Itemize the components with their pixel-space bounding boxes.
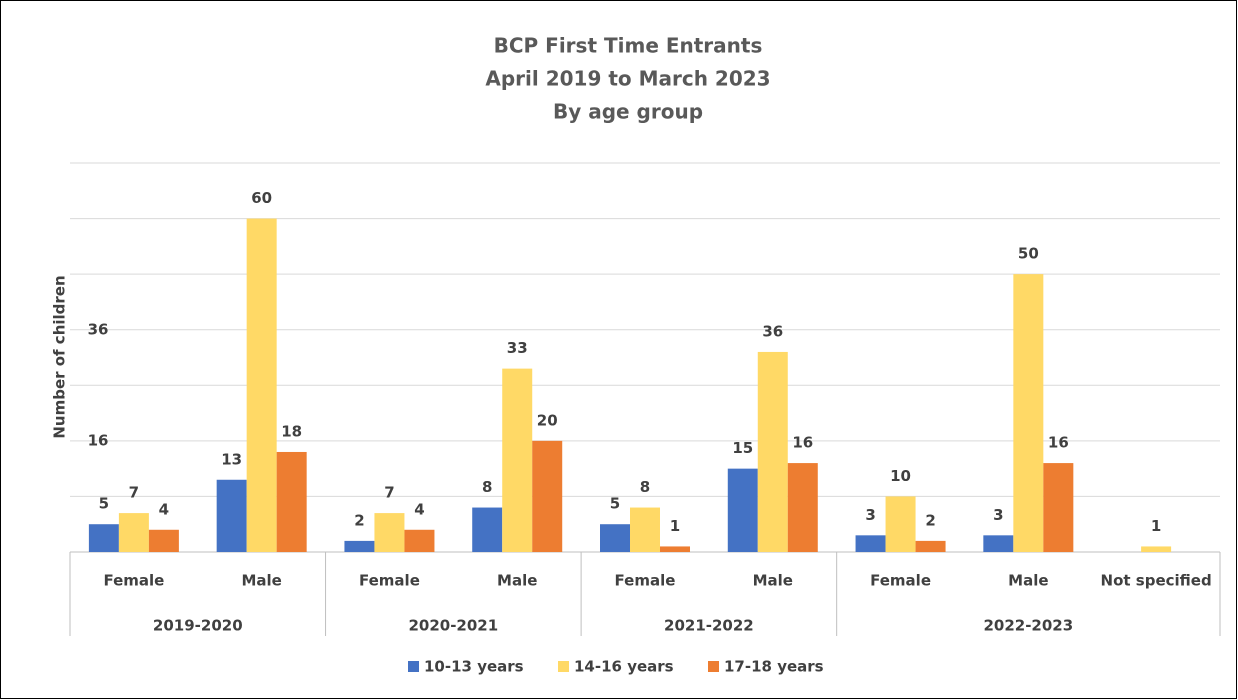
data-label: 8 [482,478,492,496]
bar [216,479,247,552]
data-label: 20 [537,411,558,429]
data-label: 8 [640,478,650,496]
x-tick-label: Female [359,572,420,590]
bar [118,513,149,552]
legend-swatch [708,661,719,672]
x-tick-label: Male [497,572,537,590]
data-label: 5 [99,495,109,513]
data-label: 4 [414,500,424,518]
data-label: 1 [670,517,680,535]
bar [600,524,630,552]
x-tick-label: Female [103,572,164,590]
annotation: 16 [88,432,109,450]
data-label: 10 [890,467,911,485]
data-label: 3 [865,506,875,524]
bar [727,468,758,552]
bar [983,535,1014,552]
legend-label: 14-16 years [574,658,674,676]
bar [630,507,660,552]
chart-title: By age group [553,100,703,124]
x-tick-label: Male [241,572,281,590]
x-tick-label: Male [753,572,793,590]
group-label: 2019-2020 [153,617,243,635]
bar [885,496,916,552]
group-label: 2022-2023 [983,617,1073,635]
bar [1013,274,1044,552]
data-label: 33 [507,339,528,357]
group-label: 2020-2021 [408,617,498,635]
x-tick-label: Not specified [1101,572,1212,590]
bar [344,540,375,552]
bar [660,546,690,552]
legend-swatch [558,661,569,672]
data-label: 4 [159,500,169,518]
data-label: 3 [993,506,1003,524]
bar [472,507,503,552]
bar [502,368,533,552]
bar [855,535,886,552]
bar [246,218,277,553]
bar [1043,463,1074,552]
data-label: 15 [732,439,753,457]
data-label: 7 [129,484,139,502]
data-label: 1 [1151,517,1161,535]
group-label: 2021-2022 [664,617,754,635]
annotation: 36 [88,321,109,339]
chart-title: April 2019 to March 2023 [485,67,770,91]
data-label: 16 [792,434,813,452]
data-label: 60 [251,189,272,207]
data-label: 50 [1018,245,1039,263]
bar [1141,546,1172,552]
bar [276,451,307,552]
x-tick-label: Male [1008,572,1048,590]
bar [88,524,119,552]
x-tick-label: Female [615,572,676,590]
legend-swatch [408,661,419,672]
bar [915,540,946,552]
data-label: 18 [281,422,302,440]
x-tick-label: Female [870,572,931,590]
bar [148,529,179,552]
bar [404,529,435,552]
y-axis-label: Number of children [51,275,69,438]
data-label: 2 [925,511,935,529]
legend-label: 17-18 years [724,658,824,676]
bar [757,351,788,552]
data-label: 16 [1048,434,1069,452]
data-label: 2 [354,511,364,529]
data-label: 7 [384,484,394,502]
data-label: 36 [762,322,783,340]
chart-title: BCP First Time Entrants [494,34,763,58]
bar [374,513,405,552]
legend-label: 10-13 years [424,658,524,676]
data-label: 13 [221,450,242,468]
bar [787,463,818,552]
bar [532,440,563,552]
data-label: 5 [610,495,620,513]
